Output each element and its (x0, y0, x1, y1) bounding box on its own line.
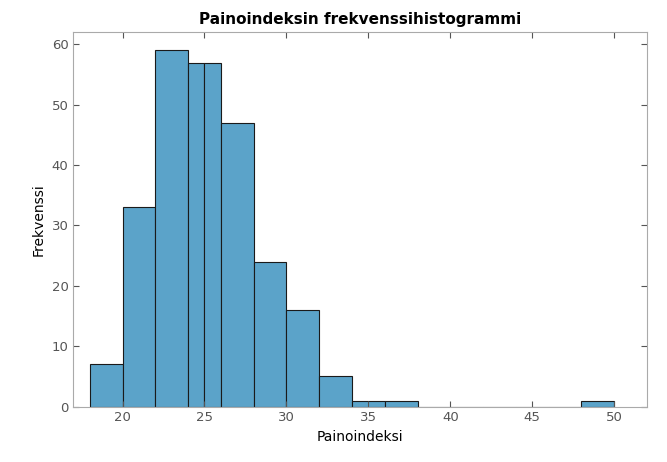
Bar (155, 50, 188, 407)
Bar (205, 62, 221, 407)
Bar (286, 310, 319, 407)
Bar (221, 123, 253, 407)
Bar (188, 62, 205, 407)
Title: Painoindeksin frekvenssihistogrammi: Painoindeksin frekvenssihistogrammi (199, 12, 522, 27)
X-axis label: Painoindeksi: Painoindeksi (317, 430, 404, 444)
Bar (123, 207, 155, 407)
Bar (582, 401, 614, 407)
Bar (319, 377, 352, 407)
Y-axis label: Frekvenssi: Frekvenssi (32, 183, 46, 256)
Bar (352, 401, 385, 407)
Bar (385, 401, 418, 407)
Bar (253, 261, 286, 407)
Bar (90, 365, 123, 407)
